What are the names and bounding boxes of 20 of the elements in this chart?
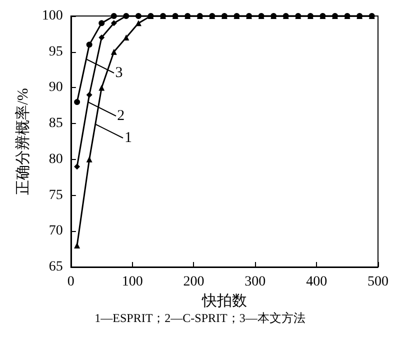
x-tick-label: 400 (306, 274, 328, 290)
annotation: 2 (117, 107, 125, 126)
x-tick-label: 0 (67, 274, 74, 290)
y-tick-label: 95 (48, 44, 63, 60)
text: 1—ESPRIT；2—C-SPRIT；3—本文方法 (94, 311, 306, 325)
x-tick-label: 200 (183, 274, 204, 290)
annotation: 1 (124, 128, 132, 147)
x-tick-label: 100 (122, 274, 143, 290)
y-tick-label: 100 (42, 8, 63, 24)
x-axis-title: 快拍数 (200, 292, 247, 310)
y-tick-label: 70 (48, 224, 63, 239)
annotation: 3 (115, 64, 123, 82)
y-axis-title: 正确分辨概率/% (14, 88, 32, 195)
x-tick-label: 300 (244, 274, 266, 290)
y-tick-label: 80 (48, 152, 63, 167)
y-tick-label: 65 (48, 260, 63, 274)
x-tick-label: 500 (368, 274, 388, 290)
y-tick-label: 90 (48, 80, 63, 96)
y-tick-label: 85 (48, 116, 63, 132)
y-tick-label: 75 (48, 188, 63, 203)
